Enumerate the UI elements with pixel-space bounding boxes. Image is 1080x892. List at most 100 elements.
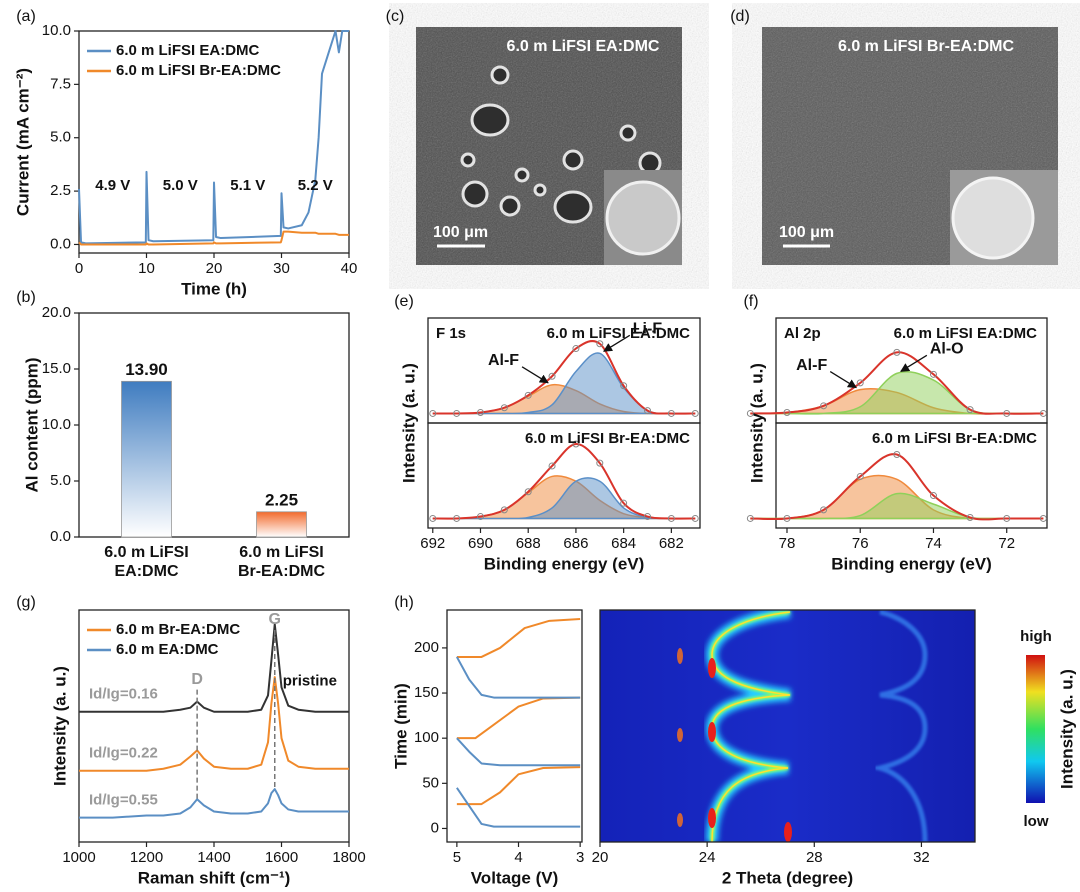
micrograph-title: 6.0 m LiFSI Br-EA:DMC [838, 38, 1014, 55]
data-line [78, 230, 349, 246]
y-axis-label: Intensity (a. u.) [747, 363, 766, 483]
data-point [644, 513, 652, 521]
subplot-title: 6.0 m LiFSI EA:DMC [547, 325, 691, 342]
y-axis-label: Time (min) [391, 683, 410, 769]
y-tick-label: 5.0 [50, 472, 71, 489]
y-tick-label: 50 [422, 774, 439, 791]
data-point [1039, 409, 1047, 417]
colorbar [1026, 655, 1045, 803]
x-tick-label: 30 [273, 260, 290, 277]
label-arrow [829, 371, 858, 389]
component-area [750, 492, 1044, 520]
data-point [667, 514, 675, 522]
y-tick-label: 0.0 [50, 528, 71, 545]
data-point [820, 506, 828, 514]
legend-label: 6.0 m LiFSI Br-EA:DMC [116, 62, 281, 79]
data-point [620, 499, 628, 507]
fit-envelope [432, 340, 696, 415]
plot-frame [78, 312, 350, 538]
x-tick-label: 5 [453, 849, 461, 866]
panel-label: (h) [394, 594, 414, 611]
colorbar-label: Intensity (a. u.) [1057, 669, 1076, 789]
data-point [429, 514, 437, 522]
data-point [667, 409, 675, 417]
x-tick-label: 74 [925, 535, 942, 552]
peak-label: D [191, 671, 203, 688]
x-axis-label: Time (h) [181, 279, 247, 298]
core-level-label: Al 2p [784, 325, 821, 342]
data-point [783, 409, 791, 416]
x-tick-label: 78 [779, 535, 796, 552]
x-axis-label: Raman shift (cm⁻¹) [138, 868, 291, 887]
plot-frame [775, 422, 1048, 529]
bar [256, 511, 307, 538]
ratio-label: Id/Ig=0.22 [89, 745, 158, 762]
ratio-label: Id/Ig=0.55 [89, 792, 158, 809]
data-point [893, 348, 901, 356]
peak-label: Al-O [930, 341, 964, 358]
y-tick-label: 200 [414, 639, 439, 656]
x-tick-label: 1600 [265, 849, 298, 866]
x-tick-label: 682 [659, 535, 684, 552]
fit-envelope [750, 453, 1044, 521]
panel-label: (g) [16, 594, 36, 611]
y-tick-label: 5.0 [50, 129, 71, 146]
x-tick-label: 1800 [332, 849, 365, 866]
x-tick-label: 76 [852, 535, 869, 552]
data-line [79, 788, 349, 819]
data-point [856, 379, 864, 387]
data-point [691, 409, 699, 417]
x-tick-label: 0 [75, 260, 83, 277]
y-axis-label: Intensity (a. u.) [50, 666, 69, 786]
y-axis-label: Current (mA cm⁻²) [13, 68, 32, 216]
data-point [820, 402, 828, 410]
data-point [1003, 514, 1011, 522]
ratio-label: Id/Ig=0.16 [89, 686, 158, 703]
x-tick-label: 3 [576, 849, 584, 866]
data-point [500, 506, 508, 514]
y-axis-label: Intensity (a. u.) [399, 363, 418, 483]
legend-label: 6.0 m EA:DMC [116, 641, 219, 658]
y-tick-label: 20.0 [42, 304, 71, 321]
value-label: 13.90 [125, 360, 168, 379]
fit-envelope [432, 443, 696, 520]
data-point [856, 472, 864, 480]
peak-label: Li-F [633, 321, 663, 338]
data-point [893, 451, 901, 458]
data-line [456, 618, 581, 806]
panel-label: (c) [386, 8, 405, 25]
label-arrow [521, 366, 549, 384]
peak-label: Al-F [796, 357, 827, 374]
x-tick-label: 684 [611, 535, 636, 552]
data-point [572, 440, 580, 448]
x-axis-label: Binding energy (eV) [484, 554, 645, 573]
y-tick-label: 100 [414, 729, 439, 746]
x-tick-label: 10 [138, 260, 155, 277]
data-point [548, 462, 556, 470]
y-tick-label: 10.0 [42, 22, 71, 39]
x-tick-label: 690 [468, 535, 493, 552]
value-label: 2.25 [265, 490, 298, 509]
component-area [750, 370, 1044, 415]
plot-frame [427, 422, 701, 529]
micrograph-title: 6.0 m LiFSI EA:DMC [507, 38, 660, 55]
y-tick-label: 2.5 [50, 182, 71, 199]
legend-label: 6.0 m Br-EA:DMC [116, 621, 240, 638]
data-point [746, 514, 754, 522]
bar [121, 380, 172, 538]
panel-label: (a) [16, 8, 36, 25]
legend-label: 6.0 m LiFSI EA:DMC [116, 42, 260, 59]
data-line [79, 623, 349, 713]
data-line [455, 656, 581, 828]
x-tick-label: 6.0 m LiFSI EA:DMC [104, 544, 189, 581]
y-tick-label: 10.0 [42, 416, 71, 433]
data-point [929, 492, 937, 500]
data-point [524, 488, 532, 496]
data-point [453, 514, 461, 522]
data-point [596, 340, 604, 348]
y-tick-label: 0.0 [50, 235, 71, 252]
data-line [78, 30, 349, 245]
x-tick-label: 32 [913, 849, 930, 866]
panel-label: (e) [394, 293, 414, 310]
